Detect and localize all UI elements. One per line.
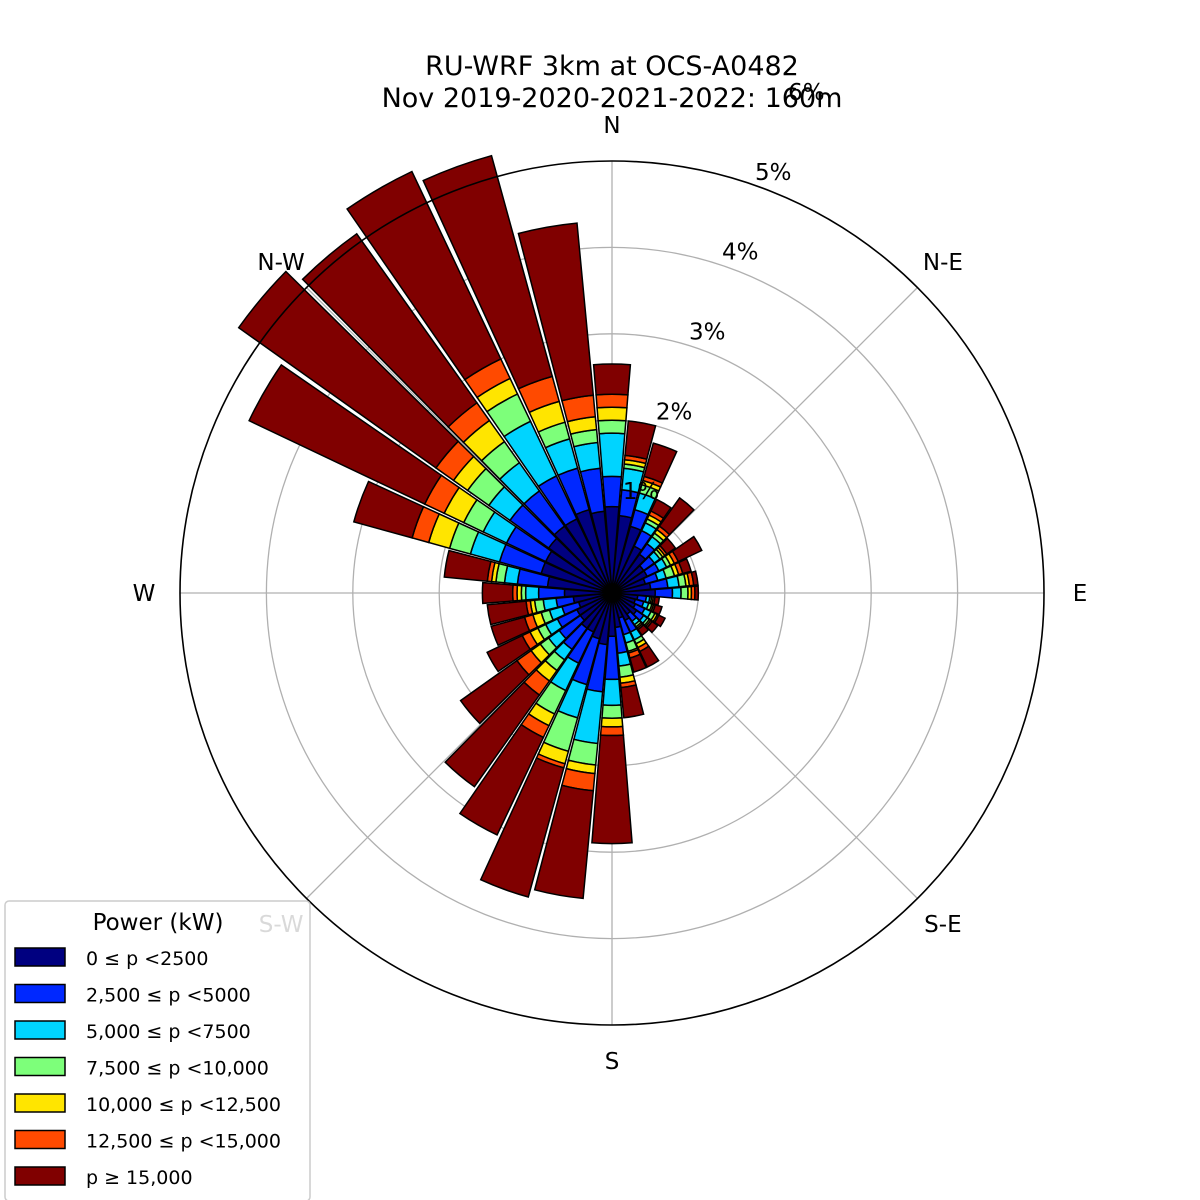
windrose-bar-segment (677, 557, 693, 575)
windrose-bar-segment (680, 586, 689, 600)
windrose-bar-segment (671, 535, 703, 563)
windrose-bar-segment (444, 681, 541, 788)
windrose-bar-segment (517, 222, 595, 402)
windrose-bar-segment (601, 475, 623, 508)
legend-swatch (14, 983, 66, 1004)
windrose-bar-segment (490, 616, 531, 647)
legend: Power (kW) 0 ≤ p <2500 2,500 ≤ p <5000 5,00… (4, 900, 311, 1200)
windrose-bar-segment (422, 154, 554, 390)
legend-swatch (14, 947, 66, 967)
legend-entry-label: 0 ≤ p <2500 (86, 948, 208, 970)
radial-tick-label: 4% (722, 240, 759, 266)
direction-label: N (603, 113, 620, 139)
windrose-bar-segment (600, 717, 624, 728)
windrose-bar-segment (481, 581, 514, 605)
radial-tick-label: 5% (755, 160, 792, 186)
windrose-bar-segment (486, 600, 530, 626)
windrose-bar-segment (595, 393, 629, 409)
radial-tick-labels: 1% 2% 3% 4% 5% 6% (623, 80, 825, 505)
legend-swatch (14, 1056, 66, 1077)
windrose-bar-segment (646, 620, 659, 634)
legend-entry-label: 12,500 ≤ p <15,000 (86, 1131, 281, 1153)
chart-title-line2: Nov 2019-2020-2021-2022: 160m (382, 83, 843, 114)
radial-tick-label: 3% (689, 320, 726, 346)
windrose-bar-segment (652, 596, 661, 606)
direction-label: N-W (257, 250, 304, 276)
windrose-bar-segment (459, 659, 530, 725)
windrose-bar-segment (671, 586, 682, 600)
windrose-bars (179, 154, 1045, 1026)
radial-tick-label: 1% (623, 479, 660, 505)
windrose-bar-segment (620, 684, 645, 719)
legend-entry-label: 2,500 ≤ p <5000 (86, 985, 251, 1007)
chart-title-line1: RU-WRF 3km at OCS-A0482 (425, 51, 799, 82)
windrose-bar-segment (237, 270, 460, 469)
direction-label: E (1073, 581, 1088, 607)
windrose-bar-segment (533, 784, 595, 900)
legend-swatch (14, 1129, 66, 1150)
windrose-bar-segment (601, 704, 623, 720)
windrose-bar-segment (690, 570, 699, 587)
windrose-bar-segment (653, 614, 667, 628)
legend-entry-label: 10,000 ≤ p <12,500 (86, 1094, 281, 1116)
windrose-bar-segment (596, 406, 628, 422)
windrose-bar-segment (458, 723, 545, 836)
direction-label: S (605, 1049, 620, 1075)
legend-entry-label: p ≥ 15,000 (86, 1167, 193, 1189)
windrose-bar-segment (638, 645, 660, 669)
radial-tick-label: 6% (788, 80, 825, 106)
direction-label: W (133, 581, 156, 607)
legend-box (4, 900, 311, 1200)
legend-title: Power (kW) (93, 910, 224, 936)
windrose-bar-segment (248, 363, 443, 506)
windrose-bar-segment (486, 634, 532, 673)
windrose-bar-segment (654, 587, 674, 599)
windrose-bar-segment (649, 498, 672, 520)
windrose-bar-segment (591, 734, 633, 845)
windrose-bar-segment (597, 419, 627, 435)
windrose-bar-segment (693, 585, 700, 601)
outer-frame (179, 160, 1045, 1026)
windrose-bar-segment (628, 653, 648, 674)
legend-entry-label: 7,500 ≤ p <10,000 (86, 1058, 269, 1080)
windrose-bar-segment (598, 432, 626, 478)
windrose-bar-segment (352, 480, 425, 539)
windrose-bar-segment (443, 549, 492, 583)
windrose-bar-segment (592, 363, 632, 396)
radial-tick-label: 2% (656, 399, 693, 425)
grid-spoke (611, 592, 918, 899)
windrose-bar-segment (624, 420, 657, 461)
windrose-bar-segment (599, 725, 625, 737)
windrose-bar-segment (479, 757, 565, 898)
direction-label: S-E (924, 912, 961, 938)
legend-entry-label: 5,000 ≤ p <7500 (86, 1021, 251, 1043)
windrose-bar-segment (301, 232, 478, 428)
windrose-bar-segment (658, 496, 695, 536)
direction-label: N-E (923, 250, 963, 276)
windrose-bar-segment (658, 537, 677, 556)
windrose-bar-segment (602, 678, 622, 707)
legend-swatch (14, 1020, 66, 1040)
windrose-bar-segment (524, 585, 540, 601)
legend-swatch (14, 1166, 66, 1186)
windrose-bar-segment (643, 442, 678, 484)
windrose-bar-segment (346, 170, 502, 381)
legend-swatch (14, 1093, 66, 1113)
